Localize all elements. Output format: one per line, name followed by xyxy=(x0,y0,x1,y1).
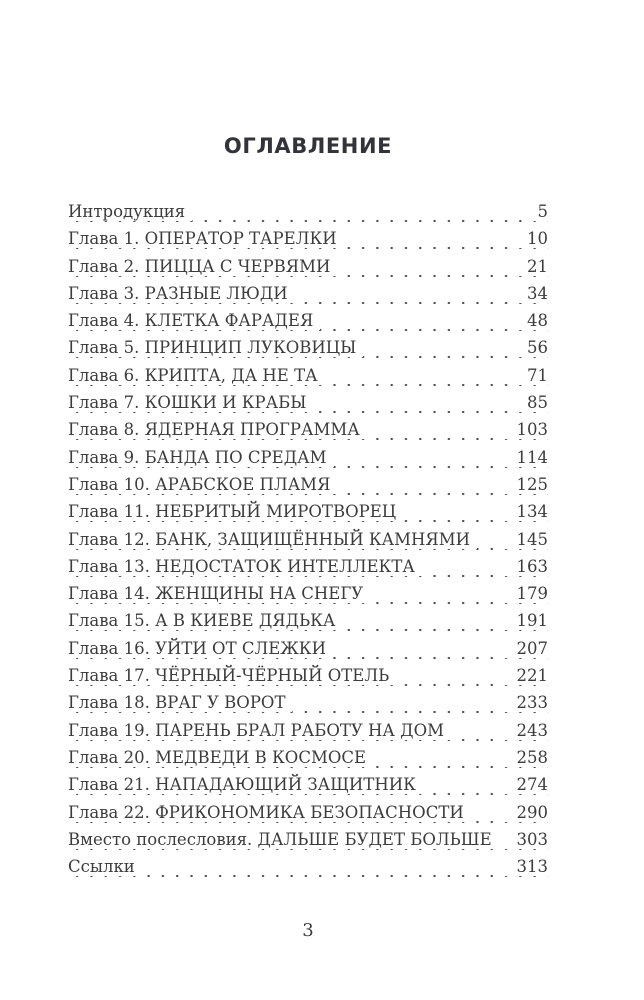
toc-entry-label: Глава 16. УЙТИ ОТ СЛЕЖКИ xyxy=(68,638,333,658)
toc-entry[interactable]: Глава 9. БАНДА ПО СРЕДАМ 114 xyxy=(68,447,548,475)
page-title: ОГЛАВЛЕНИЕ xyxy=(223,134,393,158)
toc-entry-label: Вместо послесловия. ДАЛЬШЕ БУДЕТ БОЛЬШЕ xyxy=(68,829,499,849)
toc-entry-label: Глава 2. ПИЦЦА С ЧЕРВЯМИ xyxy=(68,256,338,276)
toc-entry-page: 85 xyxy=(513,393,548,413)
toc-entry[interactable]: Глава 4. КЛЕТКА ФАРАДЕЯ 48 xyxy=(68,311,548,339)
toc-entry[interactable]: Глава 17. ЧЁРНЫЙ-ЧЁРНЫЙ ОТЕЛЬ 221 xyxy=(68,666,548,694)
toc-entry[interactable]: Вместо послесловия. ДАЛЬШЕ БУДЕТ БОЛЬШЕ … xyxy=(68,829,548,858)
toc-entry-label: Глава 6. КРИПТА, ДА НЕ ТА xyxy=(68,365,325,385)
toc-entry[interactable]: Глава 13. НЕДОСТАТОК ИНТЕЛЛЕКТА 163 xyxy=(68,556,548,585)
toc-entry[interactable]: Ссылки 313 xyxy=(68,857,548,885)
toc-entry[interactable]: Глава 20. МЕДВЕДИ В КОСМОСЕ 258 xyxy=(68,747,548,776)
toc-entry[interactable]: Глава 3. РАЗНЫЕ ЛЮДИ 34 xyxy=(68,283,548,312)
toc-entry-label: Глава 3. РАЗНЫЕ ЛЮДИ xyxy=(68,283,295,303)
toc-entry-label: Глава 10. АРАБСКОЕ ПЛАМЯ xyxy=(68,474,338,494)
toc-entry-page: 207 xyxy=(502,638,548,658)
toc-entry[interactable]: Глава 10. АРАБСКОЕ ПЛАМЯ 125 xyxy=(68,474,548,503)
toc-entry[interactable]: Глава 6. КРИПТА, ДА НЕ ТА 71 xyxy=(68,365,548,394)
toc-entry-label: Глава 13. НЕДОСТАТОК ИНТЕЛЛЕКТА xyxy=(68,556,422,576)
toc-entry-label: Глава 11. НЕБРИТЫЙ МИРОТВОРЕЦ xyxy=(68,502,404,522)
toc-entry-page: 114 xyxy=(502,447,548,467)
toc-entry[interactable]: Глава 7. КОШКИ И КРАБЫ 85 xyxy=(68,393,548,421)
toc-entry-label: Глава 12. БАНК, ЗАЩИЩЁННЫЙ КАМНЯМИ xyxy=(68,529,478,549)
toc-entry[interactable]: Глава 15. А В КИЕВЕ ДЯДЬКА 191 xyxy=(68,611,548,639)
toc-entry[interactable]: Глава 11. НЕБРИТЫЙ МИРОТВОРЕЦ 134 xyxy=(68,502,548,530)
toc-entry-page: 290 xyxy=(502,802,548,822)
toc-entry-page: 21 xyxy=(513,256,548,276)
toc-entry-page: 103 xyxy=(502,420,548,440)
toc-entry-label: Глава 18. ВРАГ У ВОРОТ xyxy=(68,693,293,713)
toc-entry-page: 56 xyxy=(513,338,548,358)
toc-entry[interactable]: Глава 18. ВРАГ У ВОРОТ 233 xyxy=(68,693,548,721)
toc-entry-page: 125 xyxy=(502,474,548,494)
content-column: ОГЛАВЛЕНИЕ Интродукция 5 Глава 1. ОПЕРАТ… xyxy=(68,0,548,885)
toc-entry-page: 243 xyxy=(502,720,548,740)
toc-entry[interactable]: Глава 22. ФРИКОНОМИКА БЕЗОПАСНОСТИ 290 xyxy=(68,802,548,830)
toc-entry-page: 48 xyxy=(513,311,548,331)
toc-entry[interactable]: Интродукция 5 xyxy=(68,202,548,230)
toc-entry-page: 274 xyxy=(502,775,548,795)
toc-entry[interactable]: Глава 12. БАНК, ЗАЩИЩЁННЫЙ КАМНЯМИ 145 xyxy=(68,529,548,557)
page-number: 3 xyxy=(302,920,314,941)
toc-entry[interactable]: Глава 19. ПАРЕНЬ БРАЛ РАБОТУ НА ДОМ 243 xyxy=(68,720,548,748)
toc-entry-page: 313 xyxy=(502,857,548,877)
toc-entry[interactable]: Глава 2. ПИЦЦА С ЧЕРВЯМИ 21 xyxy=(68,256,548,284)
toc-entry-page: 221 xyxy=(502,666,548,686)
toc-entry-page: 233 xyxy=(502,693,548,713)
toc-entry-label: Глава 19. ПАРЕНЬ БРАЛ РАБОТУ НА ДОМ xyxy=(68,720,452,740)
toc-entry-page: 34 xyxy=(513,283,548,303)
toc-entry-page: 191 xyxy=(502,611,548,631)
toc-entry-page: 145 xyxy=(502,529,548,549)
toc-entry[interactable]: Глава 5. ПРИНЦИП ЛУКОВИЦЫ 56 xyxy=(68,338,548,366)
toc-entry-label: Глава 4. КЛЕТКА ФАРАДЕЯ xyxy=(68,311,321,331)
toc-entry-page: 5 xyxy=(523,202,548,221)
toc-entry[interactable]: Глава 16. УЙТИ ОТ СЛЕЖКИ 207 xyxy=(68,638,548,667)
toc-entry-label: Интродукция xyxy=(68,202,193,221)
toc-entry-label: Глава 9. БАНДА ПО СРЕДАМ xyxy=(68,447,334,467)
toc-entry-label: Глава 17. ЧЁРНЫЙ-ЧЁРНЫЙ ОТЕЛЬ xyxy=(68,666,397,686)
toc-entry-page: 71 xyxy=(513,365,548,385)
toc-entry-label: Глава 20. МЕДВЕДИ В КОСМОСЕ xyxy=(68,747,374,767)
toc-entry-page: 179 xyxy=(502,584,548,604)
toc-entry-label: Глава 22. ФРИКОНОМИКА БЕЗОПАСНОСТИ xyxy=(68,802,471,822)
toc-entry-label: Глава 7. КОШКИ И КРАБЫ xyxy=(68,393,314,413)
toc-entry-page: 134 xyxy=(502,502,548,522)
toc-entry-label: Глава 8. ЯДЕРНАЯ ПРОГРАММА xyxy=(68,420,367,440)
toc-entry-page: 303 xyxy=(502,829,548,849)
toc-list: Интродукция 5 Глава 1. ОПЕРАТОР ТАРЕЛКИ … xyxy=(68,202,548,885)
toc-entry-label: Глава 14. ЖЕНЩИНЫ НА СНЕГУ xyxy=(68,584,371,604)
toc-entry[interactable]: Глава 14. ЖЕНЩИНЫ НА СНЕГУ 179 xyxy=(68,584,548,612)
toc-entry-page: 163 xyxy=(502,556,548,576)
toc-entry[interactable]: Глава 21. НАПАДАЮЩИЙ ЗАЩИТНИК 274 xyxy=(68,775,548,803)
toc-entry-label: Глава 15. А В КИЕВЕ ДЯДЬКА xyxy=(68,611,343,631)
toc-entry[interactable]: Глава 1. ОПЕРАТОР ТАРЕЛКИ 10 xyxy=(68,229,548,257)
toc-entry-label: Ссылки xyxy=(68,857,142,877)
toc-entry-label: Глава 21. НАПАДАЮЩИЙ ЗАЩИТНИК xyxy=(68,775,423,795)
toc-entry[interactable]: Глава 8. ЯДЕРНАЯ ПРОГРАММА 103 xyxy=(68,420,548,448)
toc-entry-label: Глава 1. ОПЕРАТОР ТАРЕЛКИ xyxy=(68,229,344,249)
toc-entry-label: Глава 5. ПРИНЦИП ЛУКОВИЦЫ xyxy=(68,338,364,358)
toc-entry-page: 10 xyxy=(513,229,548,249)
toc-entry-page: 258 xyxy=(502,747,548,767)
